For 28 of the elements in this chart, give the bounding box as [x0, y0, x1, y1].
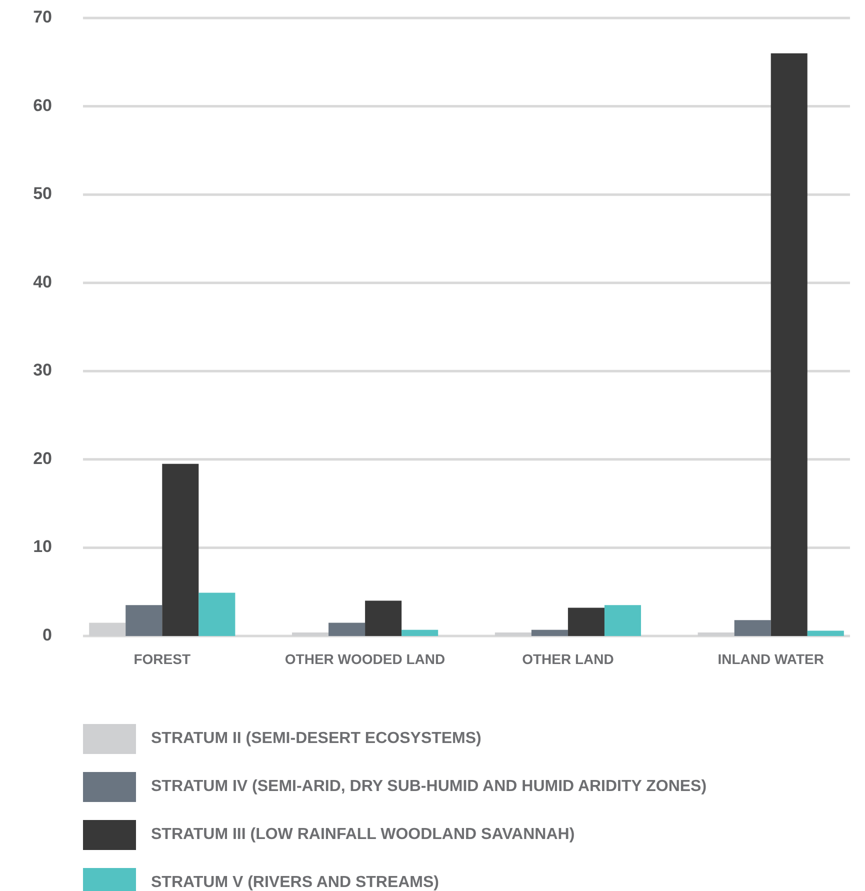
bar	[770, 53, 808, 636]
bar	[365, 600, 402, 636]
x-tick-label: FOREST	[134, 651, 191, 667]
y-tick-label: 40	[33, 272, 52, 292]
y-tick-label: 50	[33, 184, 52, 204]
bar	[402, 630, 438, 636]
bar	[568, 608, 604, 636]
bar	[198, 592, 236, 636]
x-tick-label: OTHER WOODED LAND	[284, 651, 446, 667]
x-tick-label: INLAND WATER	[718, 651, 824, 667]
bar	[162, 464, 199, 636]
y-tick-label: 30	[33, 360, 52, 380]
y-tick-label: 0	[42, 625, 52, 644]
x-tick-label: OTHER LAND	[522, 651, 614, 667]
legend-label: STRATUM II (SEMI-DESERT ECOSYSTEMS)	[151, 730, 482, 748]
bar	[734, 620, 771, 636]
y-tick-label: 60	[33, 96, 52, 115]
bar	[807, 630, 844, 636]
bar	[604, 605, 642, 636]
legend-label: STRATUM V (RIVERS AND STREAMS)	[151, 874, 439, 891]
y-tick-label: 10	[33, 537, 52, 556]
y-tick-label: 70	[33, 7, 52, 26]
bar	[531, 630, 568, 636]
bar	[328, 622, 366, 636]
y-tick-label: 20	[33, 448, 52, 468]
bar	[126, 605, 162, 636]
legend-label: STRATUM III (LOW RAINFALL WOODLAND SAVANNAH)	[151, 826, 575, 844]
legend-label: STRATUM IV (SEMI-ARID, DRY SUB-HUMID AND HUMID ARIDITY ZONES)	[151, 778, 707, 796]
